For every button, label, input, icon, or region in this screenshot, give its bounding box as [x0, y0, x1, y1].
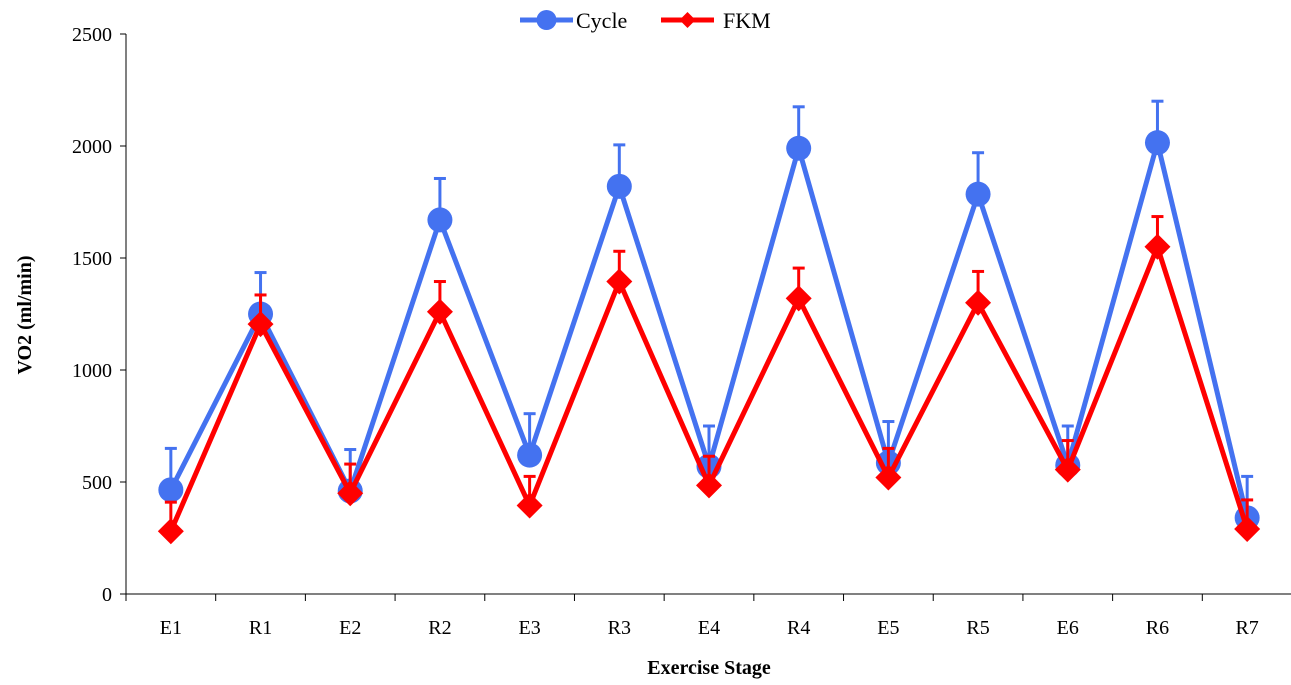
series-fkm: [157, 215, 1261, 545]
y-tick-label: 500: [82, 472, 112, 494]
x-tick-label: E4: [698, 617, 720, 639]
x-tick-label: E2: [339, 617, 361, 639]
cycle-point: [786, 135, 812, 161]
y-tick-label: 1000: [72, 360, 112, 382]
legend-item-fkm: FKM: [661, 8, 771, 33]
x-tick-label: R2: [428, 617, 451, 639]
fkm-point: [875, 464, 902, 491]
fkm-point: [426, 298, 453, 325]
fkm-point: [247, 311, 274, 338]
legend: Cycle FKM: [520, 8, 771, 33]
legend-fkm-label: FKM: [723, 8, 771, 33]
x-tick-label: E5: [877, 617, 899, 639]
y-tick-label: 2000: [72, 136, 112, 158]
legend-cycle-label: Cycle: [576, 8, 627, 33]
legend-fkm-marker: [679, 12, 696, 28]
fkm-point: [785, 285, 812, 312]
x-tick-label: R6: [1146, 617, 1169, 639]
x-axis-title: Exercise Stage: [647, 657, 771, 679]
fkm-point: [606, 268, 633, 295]
fkm-point: [696, 472, 722, 499]
fkm-point: [337, 480, 364, 507]
fkm-point: [1054, 456, 1081, 483]
cycle-point: [606, 173, 632, 199]
x-tick-label: E1: [160, 617, 182, 639]
y-tick-label: 2500: [72, 24, 112, 46]
cycle-point: [1144, 130, 1170, 156]
fkm-point: [516, 492, 543, 519]
axes: [120, 33, 1291, 601]
y-tick-label: 1500: [72, 248, 112, 270]
series-layer: [157, 99, 1261, 545]
fkm-point: [1144, 233, 1171, 260]
cycle-point: [427, 207, 453, 233]
x-tick-label: R7: [1235, 617, 1258, 639]
y-tick-label: 0: [102, 584, 112, 606]
x-tick-label: E6: [1057, 617, 1079, 639]
tick-labels: 0 500 1000 1500 2000 2500 E1 R1 E2 R2 E3 R3 E4 R4 E5 R5…: [72, 24, 1259, 639]
x-tick-label: R5: [966, 617, 989, 639]
legend-cycle-marker: [536, 10, 557, 30]
fkm-point: [1234, 516, 1261, 543]
cycle-point: [965, 181, 991, 207]
x-tick-label: R3: [608, 617, 631, 639]
legend-item-cycle: Cycle: [520, 8, 627, 33]
x-tick-label: R1: [249, 617, 272, 639]
x-tick-label: R4: [787, 617, 810, 639]
fkm-point: [965, 289, 992, 316]
fkm-point: [157, 518, 184, 545]
y-axis-title: VO2 (ml/min): [14, 255, 36, 374]
x-tick-label: E3: [519, 617, 541, 639]
cycle-point: [158, 477, 184, 503]
cycle-point: [517, 442, 543, 468]
